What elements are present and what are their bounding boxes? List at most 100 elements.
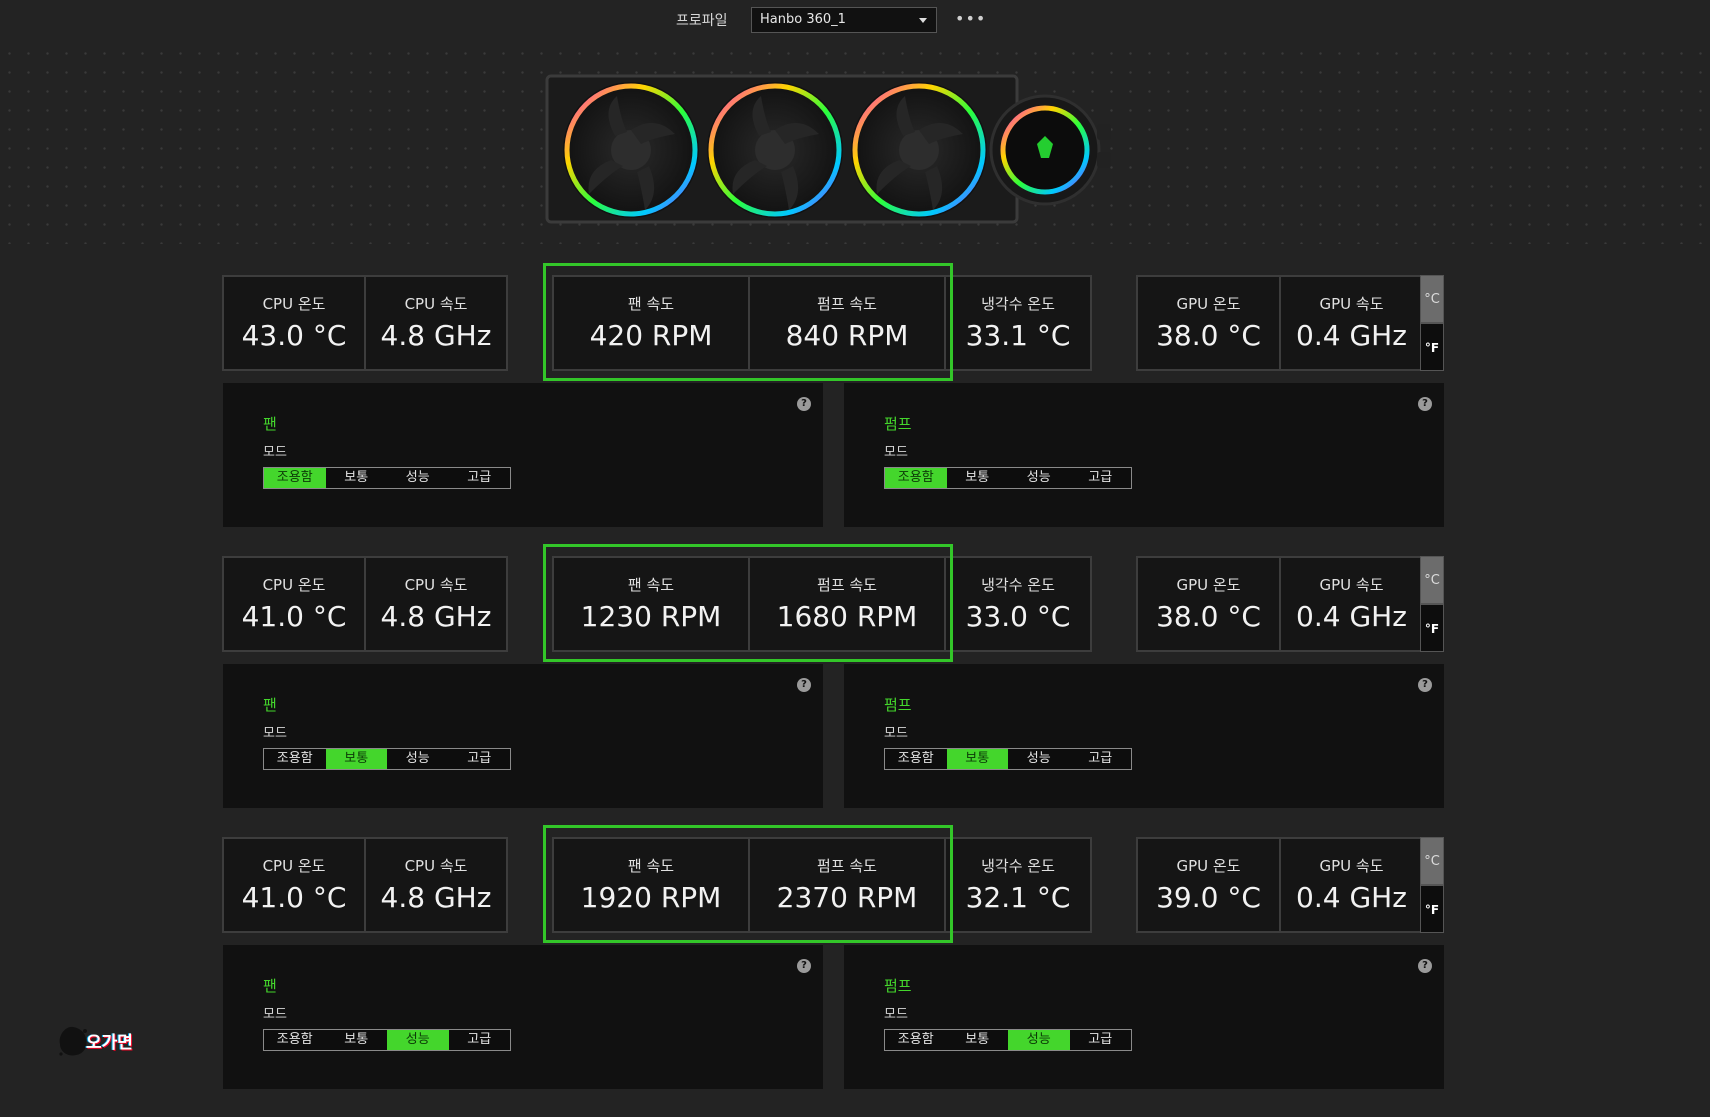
mode-option-advanced[interactable]: 고급 [467,751,492,766]
cpu-temp-label: CPU 온도 [262,576,326,594]
mode-option-advanced[interactable]: 고급 [1088,1032,1113,1047]
mode-option-quiet[interactable]: 조용함 [276,751,313,766]
fan-speed-cell: 팬 속도 1230 RPM [554,558,750,650]
coolant-temp-cell: 냉각수 온도 33.1 °C [946,277,1090,369]
cpu-temp-label: CPU 온도 [262,295,326,313]
gpu-temp-value: 38.0 °C [1156,319,1261,352]
mode-option-normal[interactable]: 보통 [965,470,990,485]
temp-unit-toggle: °C °F [1420,837,1444,933]
profile-label: 프로파일 [676,13,728,29]
celsius-button[interactable]: °C [1420,837,1444,885]
mode-option-performance[interactable]: 성능 [405,470,430,485]
mode-option-quiet[interactable]: 조용함 [897,751,934,766]
mode-option-advanced[interactable]: 고급 [467,1032,492,1047]
fan-mode-selector: 조용함 보통 성능 고급 [263,1029,511,1051]
coolant-temp-stats: 냉각수 온도 33.0 °C [944,556,1092,652]
cpu-speed-value: 4.8 GHz [380,319,492,352]
fahrenheit-button[interactable]: °F [1420,323,1444,371]
gpu-stats: GPU 온도 38.0 °C GPU 속도 0.4 GHz [1136,275,1424,371]
pump-speed-label: 펌프 속도 [817,295,877,313]
mode-option-advanced[interactable]: 고급 [1088,470,1113,485]
mode-option-normal[interactable]: 보통 [965,1032,990,1047]
pump-speed-value: 2370 RPM [776,881,918,914]
fan-2-icon [707,82,843,218]
gpu-speed-cell: GPU 속도 0.4 GHz [1281,839,1422,931]
mode-option-normal[interactable]: 보통 [344,470,369,485]
help-icon[interactable]: ? [1418,397,1432,411]
pump-control-panel: 펌프 모드 ? 조용함 보통 성능 고급 [844,664,1444,808]
fan-control-panel: 팬 모드 ? 조용함 보통 성능 고급 [223,945,823,1089]
cpu-speed-cell: CPU 속도 4.8 GHz [366,839,506,931]
coolant-temp-value: 32.1 °C [965,881,1071,914]
gpu-temp-label: GPU 온도 [1176,295,1241,313]
mode-option-quiet[interactable]: 조용함 [264,468,326,488]
fan-speed-cell: 팬 속도 1920 RPM [554,839,750,931]
gpu-temp-value: 39.0 °C [1156,881,1261,914]
pump-panel-title: 펌프 [884,415,912,433]
gpu-temp-label: GPU 온도 [1176,576,1241,594]
help-icon[interactable]: ? [797,397,811,411]
coolant-temp-cell: 냉각수 온도 33.0 °C [946,558,1090,650]
gpu-temp-label: GPU 온도 [1176,857,1241,875]
help-icon[interactable]: ? [797,959,811,973]
gpu-speed-value: 0.4 GHz [1296,881,1407,914]
fan-mode-label: 모드 [263,726,287,741]
pump-control-panel: 펌프 모드 ? 조용함 보통 성능 고급 [844,945,1444,1089]
help-icon[interactable]: ? [1418,678,1432,692]
mode-option-quiet[interactable]: 조용함 [276,1032,313,1047]
gpu-temp-cell: GPU 온도 39.0 °C [1138,839,1281,931]
celsius-button[interactable]: °C [1420,275,1444,323]
fan-3-icon [851,82,987,218]
pump-speed-label: 펌프 속도 [817,576,877,594]
watermark-text: 오가면 [86,1033,133,1053]
mode-option-performance[interactable]: 성능 [1026,470,1051,485]
mode-option-performance[interactable]: 성능 [1026,751,1051,766]
coolant-temp-label: 냉각수 온도 [981,576,1055,594]
coolant-temp-label: 냉각수 온도 [981,857,1055,875]
fan-speed-value: 420 RPM [589,319,713,352]
mode-option-performance[interactable]: 성능 [1008,1030,1070,1050]
mode-option-normal[interactable]: 보통 [946,749,1008,769]
cpu-speed-value: 4.8 GHz [380,600,492,633]
fan-control-panel: 팬 모드 ? 조용함 보통 성능 고급 [223,383,823,527]
cooler-stats: 팬 속도 420 RPM 펌프 속도 840 RPM [552,275,946,371]
fan-speed-label: 팬 속도 [627,857,675,875]
gpu-speed-label: GPU 속도 [1319,576,1384,594]
mode-option-quiet[interactable]: 조용함 [885,468,947,488]
mode-option-normal[interactable]: 보통 [325,749,387,769]
cpu-temp-value: 41.0 °C [241,600,347,633]
gpu-temp-value: 38.0 °C [1156,600,1261,633]
pump-head-icon [989,94,1111,206]
fan-1-icon [563,82,699,218]
fan-mode-label: 모드 [263,1007,287,1022]
pump-panel-title: 펌프 [884,977,912,995]
help-icon[interactable]: ? [797,678,811,692]
pump-panel-title: 펌프 [884,696,912,714]
mode-option-quiet[interactable]: 조용함 [897,1032,934,1047]
pump-mode-selector: 조용함 보통 성능 고급 [884,1029,1132,1051]
help-icon[interactable]: ? [1418,959,1432,973]
cpu-temp-value: 41.0 °C [241,881,347,914]
profile-dropdown[interactable]: Hanbo 360_1 [751,7,937,33]
mode-option-performance[interactable]: 성능 [405,751,430,766]
cpu-temp-cell: CPU 온도 43.0 °C [224,277,366,369]
mode-option-normal[interactable]: 보통 [344,1032,369,1047]
cpu-speed-value: 4.8 GHz [380,881,492,914]
fahrenheit-button[interactable]: °F [1420,604,1444,652]
celsius-button[interactable]: °C [1420,556,1444,604]
cpu-temp-cell: CPU 온도 41.0 °C [224,839,366,931]
watermark-logo: 오가면 [56,1024,146,1060]
mode-option-performance[interactable]: 성능 [387,1030,449,1050]
temp-unit-toggle: °C °F [1420,275,1444,371]
fan-panel-title: 팬 [263,696,277,714]
cooler-stats: 팬 속도 1920 RPM 펌프 속도 2370 RPM [552,837,946,933]
gpu-speed-value: 0.4 GHz [1296,600,1407,633]
cpu-temp-label: CPU 온도 [262,857,326,875]
more-options-button[interactable]: ••• [955,9,987,28]
fahrenheit-button[interactable]: °F [1420,885,1444,933]
aio-cooler-image [545,74,1111,224]
ink-splash-icon [59,1026,87,1056]
fan-speed-label: 팬 속도 [627,576,675,594]
mode-option-advanced[interactable]: 고급 [467,470,492,485]
mode-option-advanced[interactable]: 고급 [1088,751,1113,766]
